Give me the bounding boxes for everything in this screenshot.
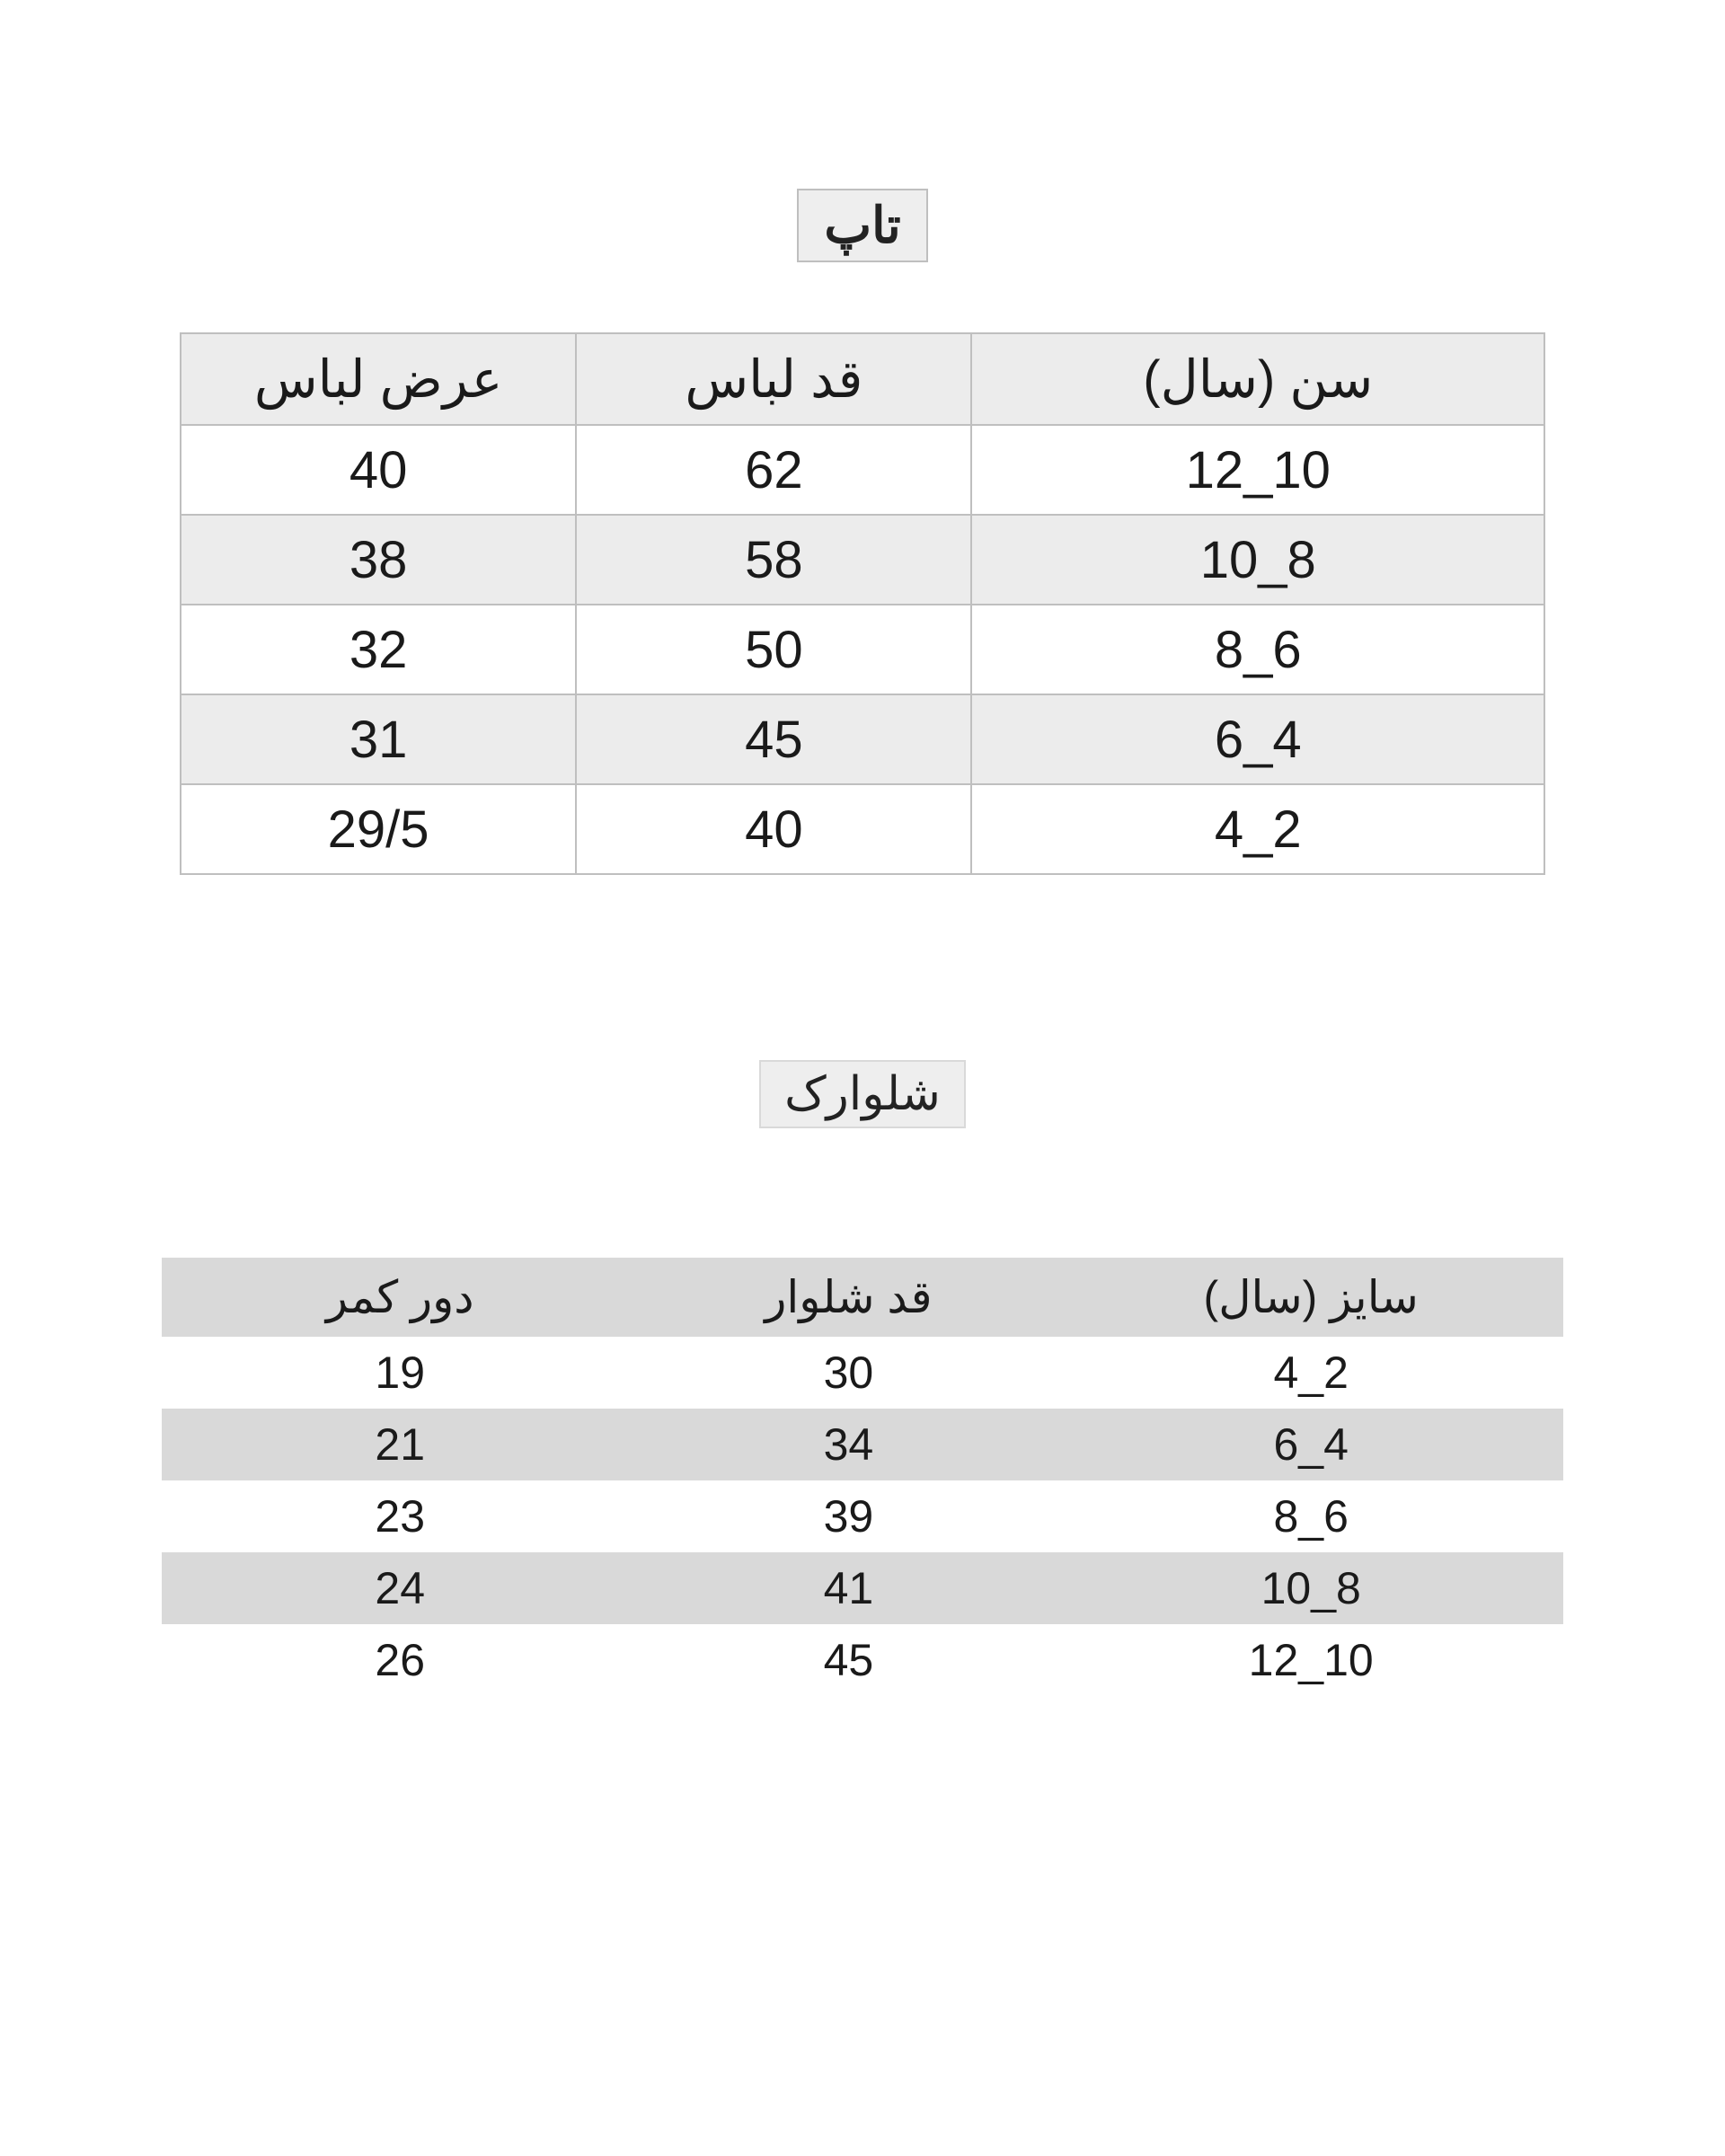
cell-age: 6_8 (971, 605, 1544, 694)
cell-age: 8_10 (971, 515, 1544, 605)
table-row: 6_8 39 23 (162, 1480, 1563, 1552)
shorts-table-wrap: سایز (سال) قد شلوار دور کمر 2_4 30 19 4_… (162, 1258, 1563, 1696)
cell-length: 34 (638, 1409, 1058, 1480)
table-row: 8_10 58 38 (181, 515, 1544, 605)
table-row: 6_8 50 32 (181, 605, 1544, 694)
cell-waist: 23 (162, 1480, 638, 1552)
col-size: سایز (سال) (1058, 1258, 1563, 1337)
cell-size: 6_8 (1058, 1480, 1563, 1552)
cell-age: 4_6 (971, 694, 1544, 784)
top-table-wrap: سن (سال) قد لباس عرض لباس 10_12 62 40 8_… (180, 332, 1545, 875)
cell-width: 31 (181, 694, 576, 784)
cell-waist: 19 (162, 1337, 638, 1409)
cell-waist: 26 (162, 1624, 638, 1696)
cell-length: 50 (576, 605, 971, 694)
table-row: 4_6 34 21 (162, 1409, 1563, 1480)
cell-waist: 21 (162, 1409, 638, 1480)
top-title-wrap: تاپ (0, 189, 1725, 262)
cell-length: 30 (638, 1337, 1058, 1409)
cell-length: 58 (576, 515, 971, 605)
table-header-row: سایز (سال) قد شلوار دور کمر (162, 1258, 1563, 1337)
col-length: قد لباس (576, 333, 971, 425)
cell-length: 45 (638, 1624, 1058, 1696)
cell-size: 2_4 (1058, 1337, 1563, 1409)
cell-size: 8_10 (1058, 1552, 1563, 1624)
cell-length: 45 (576, 694, 971, 784)
table-row: 2_4 30 19 (162, 1337, 1563, 1409)
top-size-table: سن (سال) قد لباس عرض لباس 10_12 62 40 8_… (180, 332, 1545, 875)
page: تاپ سن (سال) قد لباس عرض لباس 10_12 62 4… (0, 0, 1725, 2156)
shorts-size-table: سایز (سال) قد شلوار دور کمر 2_4 30 19 4_… (162, 1258, 1563, 1696)
shorts-title-wrap: شلوارک (0, 1060, 1725, 1128)
cell-width: 32 (181, 605, 576, 694)
cell-length: 40 (576, 784, 971, 874)
shorts-section-title: شلوارک (759, 1060, 966, 1128)
cell-width: 38 (181, 515, 576, 605)
cell-width: 40 (181, 425, 576, 515)
cell-age: 2_4 (971, 784, 1544, 874)
cell-size: 10_12 (1058, 1624, 1563, 1696)
table-row: 2_4 40 29/5 (181, 784, 1544, 874)
table-row: 10_12 62 40 (181, 425, 1544, 515)
table-row: 8_10 41 24 (162, 1552, 1563, 1624)
cell-waist: 24 (162, 1552, 638, 1624)
col-age: سن (سال) (971, 333, 1544, 425)
table-row: 10_12 45 26 (162, 1624, 1563, 1696)
cell-length: 39 (638, 1480, 1058, 1552)
col-width: عرض لباس (181, 333, 576, 425)
top-section-title: تاپ (797, 189, 927, 262)
cell-width: 29/5 (181, 784, 576, 874)
col-waist: دور کمر (162, 1258, 638, 1337)
cell-length: 41 (638, 1552, 1058, 1624)
table-header-row: سن (سال) قد لباس عرض لباس (181, 333, 1544, 425)
table-row: 4_6 45 31 (181, 694, 1544, 784)
cell-size: 4_6 (1058, 1409, 1563, 1480)
cell-age: 10_12 (971, 425, 1544, 515)
col-length: قد شلوار (638, 1258, 1058, 1337)
cell-length: 62 (576, 425, 971, 515)
